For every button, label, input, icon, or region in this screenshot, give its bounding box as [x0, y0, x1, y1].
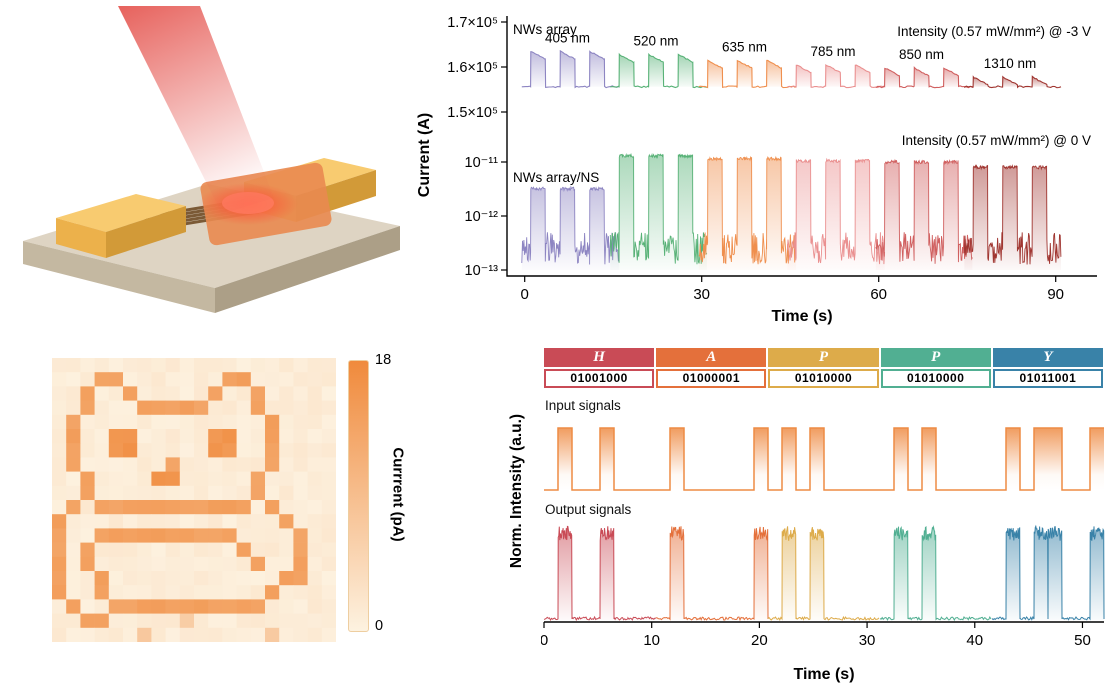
- input-signals-label: Input signals: [545, 398, 621, 413]
- x-tick-label: 50: [1074, 632, 1091, 649]
- trace-bottom-1310 nm: [964, 165, 1061, 270]
- ascii-letter-cell: H 01001000: [544, 348, 655, 388]
- wavelength-label: 1310 nm: [984, 56, 1037, 71]
- ascii-binary-0: 01001000: [544, 369, 655, 388]
- ascii-letter-1: A: [656, 348, 767, 367]
- trace-bottom-520 nm: [610, 154, 707, 270]
- device-schematic-panel: [8, 6, 410, 336]
- ascii-binary-4: 01011001: [992, 369, 1104, 388]
- photoresponse-panel: Current (A) 1.7×10⁵ 1.6×10⁵ 1.5×10⁵ 10⁻¹¹ 10…: [415, 4, 1108, 338]
- colorbar-min-label: 0: [375, 618, 384, 634]
- panda-map-panel: 18 0 Currrent (pA): [48, 352, 498, 654]
- trace-top-785 nm: [787, 65, 886, 88]
- ascii-letter-cell: A 01000001: [656, 348, 767, 388]
- nws-array-ns-label: NWs array/NS: [513, 170, 599, 185]
- x-tick-label: 60: [870, 286, 887, 303]
- photoresponse-chart: 1.7×10⁵ 1.6×10⁵ 1.5×10⁵ 10⁻¹¹ 10⁻¹² 10⁻¹³ 0 30 6…: [447, 15, 1097, 303]
- trace-bottom-635 nm: [698, 157, 797, 270]
- ascii-letter-header: H 01001000 A 01000001 P 01010000 P 01010000 Y 010…: [543, 348, 1104, 388]
- output-waveform-Y: [992, 526, 1104, 620]
- intensity-annotation-bottom: Intensity (0.57 mW/mm²) @ 0 V: [902, 133, 1091, 148]
- y-tick-label: 1.6×10⁵: [447, 60, 498, 76]
- panda-heatmap: [52, 358, 336, 642]
- ascii-x-axis-label: Time (s): [793, 666, 855, 683]
- wavelength-label: 520 nm: [633, 33, 678, 48]
- trace-top-635 nm: [698, 60, 797, 88]
- x-tick-label: 90: [1047, 286, 1064, 303]
- wavelength-label: 850 nm: [899, 47, 944, 62]
- photo-y-axis-label: Current (A): [416, 112, 433, 198]
- colorbar-max-label: 18: [375, 352, 392, 368]
- wavelength-label: 405 nm: [545, 30, 590, 45]
- device-schematic: [23, 6, 400, 313]
- wavelength-label: 785 nm: [810, 44, 855, 59]
- y-tick-label: 1.7×10⁵: [447, 15, 498, 31]
- ascii-signal-panel: Norm. Intensity (a.u.) H 01001000 A 0100000…: [505, 342, 1108, 691]
- x-tick-label: 20: [751, 632, 768, 649]
- ascii-letter-4: Y: [992, 348, 1104, 367]
- x-tick-label: 0: [541, 632, 548, 649]
- trace-bottom-850 nm: [875, 160, 973, 270]
- wavelength-label: 635 nm: [722, 39, 767, 54]
- output-waveform-P: [880, 526, 992, 620]
- y-tick-label: 10⁻¹³: [465, 263, 499, 279]
- x-tick-label: 40: [966, 632, 983, 649]
- x-tick-label: 10: [643, 632, 660, 649]
- x-tick-label: 30: [693, 286, 710, 303]
- output-waveform-A: [656, 526, 768, 620]
- colorbar: [348, 360, 369, 632]
- input-waveform: [544, 427, 1104, 491]
- trace-top-1310 nm: [964, 76, 1063, 88]
- intensity-annotation-top: Intensity (0.57 mW/mm²) @ -3 V: [897, 24, 1091, 39]
- colorbar-axis-label: Currrent (pA): [389, 447, 407, 542]
- ascii-y-axis-label: Norm. Intensity (a.u.): [508, 413, 525, 569]
- output-signals-label: Output signals: [545, 502, 632, 517]
- ascii-letter-3: P: [880, 348, 991, 367]
- y-tick-label: 10⁻¹¹: [465, 155, 499, 171]
- ascii-binary-1: 01000001: [656, 369, 767, 388]
- photo-axes: [506, 16, 1097, 277]
- photo-x-axis-label: Time (s): [771, 308, 833, 325]
- gold-electrode-left: [56, 194, 186, 258]
- trace-top-520 nm: [610, 54, 709, 88]
- trace-top-850 nm: [875, 67, 974, 88]
- ascii-binary-3: 01010000: [880, 369, 991, 388]
- ascii-letter-0: H: [544, 348, 655, 367]
- y-tick-label: 1.5×10⁵: [447, 105, 498, 121]
- output-waveform-H: [544, 526, 656, 620]
- ascii-binary-2: 01010000: [768, 369, 879, 388]
- trace-top-405 nm: [521, 50, 620, 88]
- nws-array-label: NWs array: [513, 22, 577, 37]
- y-tick-label: 10⁻¹²: [465, 209, 499, 225]
- x-tick-label: 30: [859, 632, 876, 649]
- ascii-letter-2: P: [768, 348, 879, 367]
- ascii-signal-chart: 0 10 20 30 40 50: [541, 427, 1105, 649]
- x-tick-label: 0: [521, 286, 529, 303]
- ascii-letter-cell: Y 01011001: [992, 348, 1104, 388]
- ascii-letter-cell: P 01010000: [768, 348, 879, 388]
- output-waveform-P: [768, 526, 880, 620]
- light-beam: [118, 6, 274, 214]
- heatmap-cells: [52, 358, 336, 642]
- ascii-letter-cell: P 01010000: [880, 348, 991, 388]
